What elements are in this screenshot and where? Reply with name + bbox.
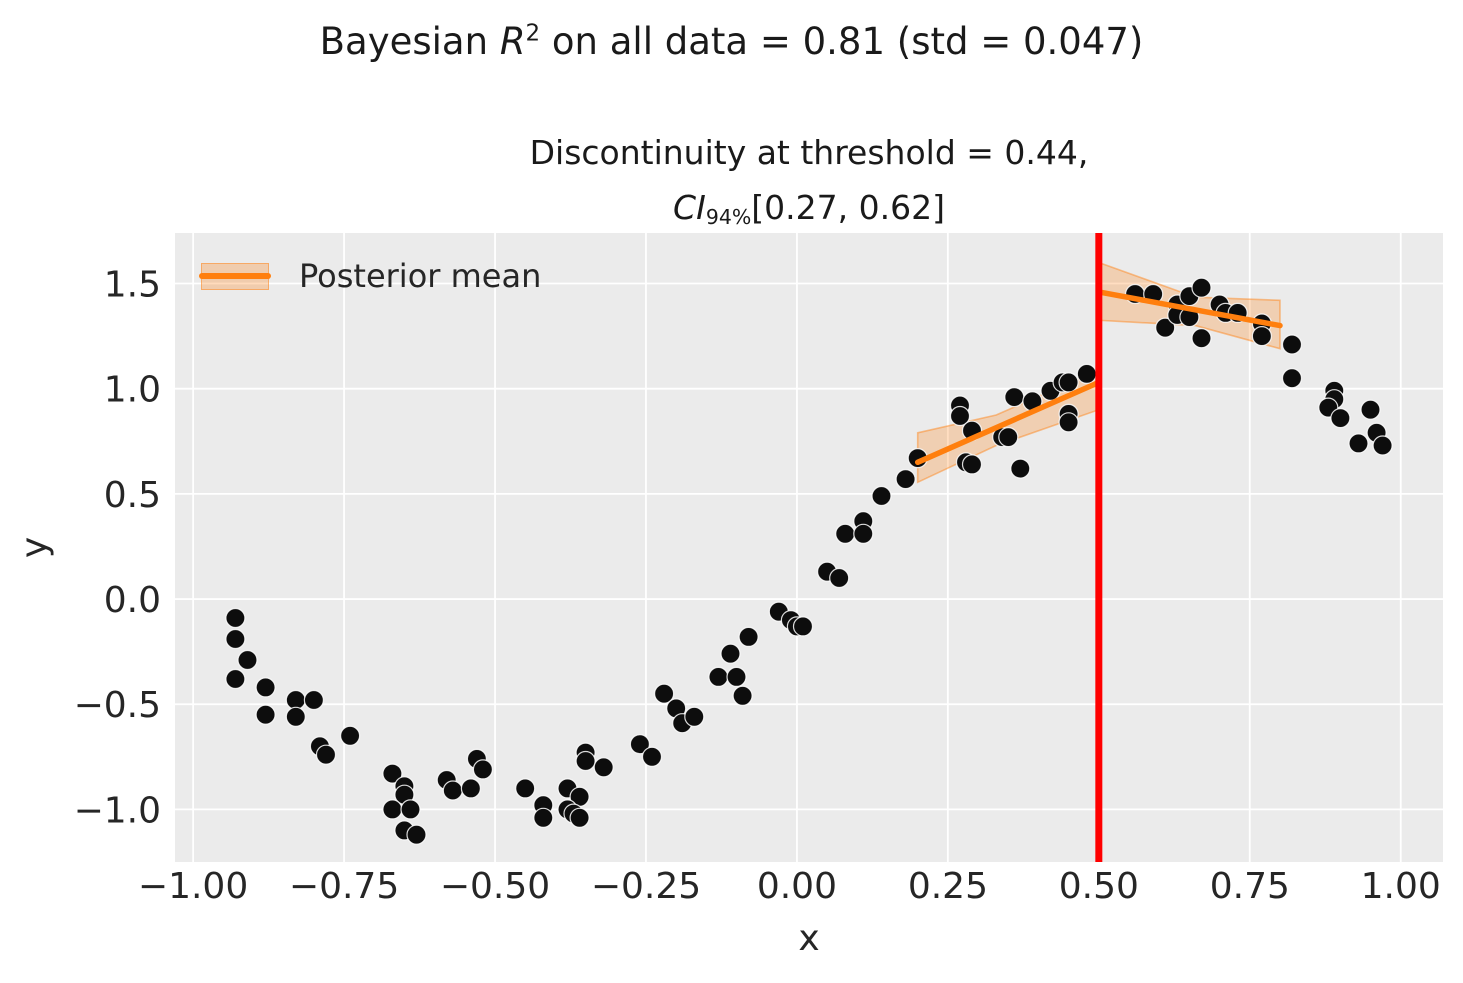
scatter-point <box>871 485 892 507</box>
scatter-point <box>726 666 747 688</box>
x-tick-label: −0.50 <box>440 866 550 907</box>
scatter-point <box>835 523 856 544</box>
scatter-point <box>1058 372 1079 393</box>
legend-label: Posterior mean <box>299 257 542 295</box>
scatter-point <box>998 427 1019 448</box>
ci-interval: [0.27, 0.62] <box>751 187 945 227</box>
scatter-point <box>1360 399 1381 420</box>
scatter-point <box>315 744 337 765</box>
scatter-point <box>1330 408 1351 429</box>
posterior-mean-line <box>1096 289 1283 329</box>
suptitle-prefix: Bayesian <box>319 20 500 63</box>
x-tick-label: 0.25 <box>908 866 988 907</box>
y-tick-label: 0.0 <box>104 580 161 621</box>
y-tick-label: 1.5 <box>104 265 161 306</box>
scatter-point <box>285 689 306 711</box>
axes-title-line2: CI94%[0.27, 0.62] <box>175 181 1443 236</box>
x-tick-label: −0.75 <box>289 866 399 907</box>
axes-title: Discontinuity at threshold = 0.44, CI94%… <box>175 126 1443 236</box>
scatter-point <box>1004 387 1025 408</box>
scatter-point <box>406 824 427 845</box>
scatter-point <box>1191 277 1212 298</box>
scatter-point <box>641 746 663 767</box>
scatter-point <box>1251 326 1273 347</box>
y-tick-label: −0.5 <box>74 685 161 726</box>
x-tick-label: 0.00 <box>757 866 837 907</box>
ci-variable: CI <box>673 187 706 227</box>
scatter-point <box>1058 412 1079 433</box>
y-tick-label: −1.0 <box>74 790 161 831</box>
scatter-point <box>1010 458 1031 479</box>
scatter-point <box>1281 368 1303 389</box>
scatter-point <box>829 567 850 589</box>
scatter-point <box>1076 363 1097 384</box>
x-tick-label: −0.25 <box>591 866 701 907</box>
y-tick-label: 1.0 <box>104 370 161 411</box>
scatter-point <box>382 763 403 784</box>
scatter-point <box>575 750 596 772</box>
figure-suptitle: Bayesian R2 on all data = 0.81 (std = 0.… <box>0 20 1463 63</box>
scatter-point <box>569 807 590 828</box>
scatter-point <box>629 734 651 755</box>
scatter-point <box>949 405 971 427</box>
legend-posterior-mean-line <box>199 273 271 279</box>
posterior-mean-line <box>914 379 1102 466</box>
scatter-point <box>1155 317 1176 338</box>
suptitle-rest: on all data = 0.81 (std = 0.047) <box>540 20 1144 63</box>
scatter-point <box>653 683 675 704</box>
scatter-point <box>593 757 614 778</box>
y-tick-label: 0.5 <box>104 475 161 516</box>
legend-band-swatch <box>199 262 271 290</box>
scatter-point <box>255 677 276 698</box>
axes-background <box>175 233 1443 862</box>
scatter-point <box>961 454 983 475</box>
scatter-point <box>225 668 246 690</box>
scatter-point <box>1191 328 1212 349</box>
scatter-point <box>225 628 246 650</box>
scatter-point <box>460 778 481 799</box>
scatter-point <box>853 523 874 544</box>
scatter-point <box>382 799 403 820</box>
scatter-point <box>1281 334 1303 355</box>
scatter-point <box>738 626 759 648</box>
scatter-point <box>442 780 463 801</box>
scatter-point <box>303 689 324 711</box>
legend: Posterior mean <box>199 257 541 295</box>
scatter-point <box>255 704 276 725</box>
scatter-point <box>237 649 258 671</box>
scatter-point <box>792 616 814 637</box>
x-axis-label: x <box>798 918 819 959</box>
scatter-point <box>515 778 536 799</box>
scatter-point <box>472 759 493 780</box>
x-tick-label: 1.00 <box>1361 866 1441 907</box>
suptitle-superscript: 2 <box>525 20 541 47</box>
scatter-point <box>720 643 741 664</box>
scatter-point <box>732 685 753 706</box>
scatter-point <box>400 799 421 820</box>
ci-subscript: 94% <box>705 204 752 229</box>
scatter-point <box>1348 433 1369 454</box>
scatter-point <box>895 469 916 490</box>
x-tick-label: 0.50 <box>1059 866 1139 907</box>
scatter-point <box>684 706 705 727</box>
suptitle-variable: R <box>499 20 526 63</box>
scatter-point <box>225 607 246 629</box>
scatter-point <box>285 706 306 727</box>
scatter-point <box>340 725 361 746</box>
x-tick-label: −1.00 <box>138 866 248 907</box>
scatter-point <box>708 666 729 688</box>
scatter-point <box>533 807 554 828</box>
axes-title-line1: Discontinuity at threshold = 0.44, <box>529 133 1089 172</box>
scatter-point <box>1372 435 1393 456</box>
y-axis-label: y <box>14 537 55 558</box>
x-tick-label: 0.75 <box>1210 866 1290 907</box>
